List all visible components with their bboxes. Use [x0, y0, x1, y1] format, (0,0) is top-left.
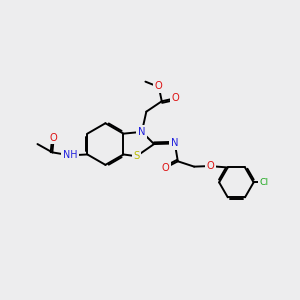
Text: N: N	[138, 127, 146, 137]
Text: O: O	[206, 161, 214, 171]
Text: O: O	[155, 81, 163, 92]
Text: O: O	[172, 93, 180, 103]
Text: O: O	[50, 133, 58, 142]
Text: N: N	[171, 139, 178, 148]
Text: S: S	[134, 151, 140, 161]
Text: Cl: Cl	[260, 178, 269, 187]
Text: NH: NH	[63, 150, 77, 160]
Text: O: O	[161, 163, 169, 173]
